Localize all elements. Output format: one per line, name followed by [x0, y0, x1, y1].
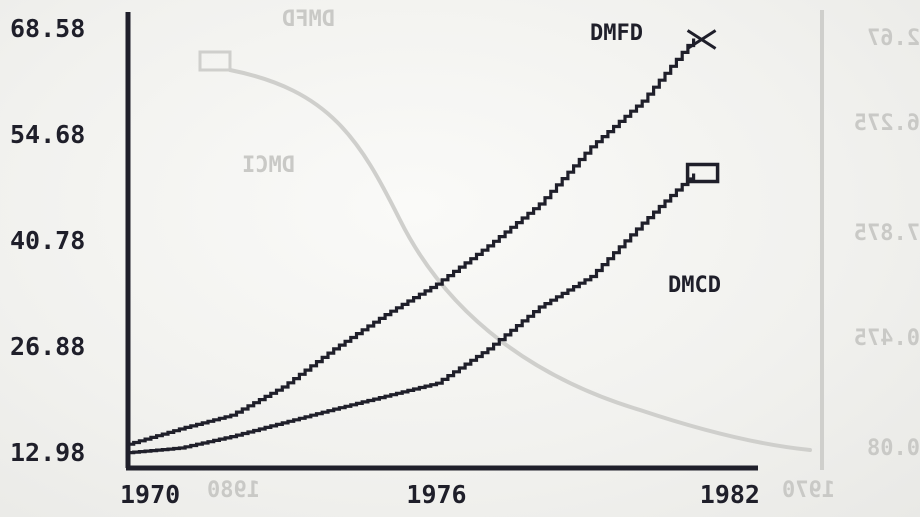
- bleed-bottom-tick-1: 1970: [782, 478, 835, 503]
- bleed-curve: [228, 68, 812, 452]
- bleed-bottom-tick-0: 1980: [207, 478, 260, 503]
- series-label-dmfd: DMFD: [590, 21, 643, 46]
- series-dmcd: DMCD: [128, 162, 721, 455]
- bleed-right-tick-0: 2.67: [867, 26, 920, 51]
- series: DMFD DMCD: [128, 21, 721, 455]
- x-tick-1970: 1970: [120, 480, 180, 509]
- y-tick-26-88: 26.88: [10, 332, 85, 361]
- series-marker-dmcd: [685, 162, 720, 184]
- bleed-right-tick-2: 7.875: [854, 221, 920, 246]
- series-line-dmfd: [128, 38, 696, 446]
- series-marker-dmfd: [686, 29, 717, 50]
- bleed-right-tick-3: 0.475: [854, 326, 920, 351]
- series-dmfd: DMFD: [128, 21, 717, 446]
- series-line-dmcd: [128, 173, 696, 455]
- bleed-label-dmci: DMCI: [242, 153, 295, 178]
- x-tick-1976: 1976: [406, 480, 466, 509]
- x-tick-1982: 1982: [700, 480, 760, 509]
- tick-labels: 12.98 26.88 40.78 54.68 68.58 1970 1976 1982: [10, 14, 760, 509]
- bleed-square-marker: [198, 50, 232, 72]
- bleed-right-tick-4: 0.08: [867, 436, 920, 461]
- axes: [125, 12, 758, 471]
- y-tick-40-78: 40.78: [10, 226, 85, 255]
- bleed-label-dmfd: DMFD: [282, 7, 335, 32]
- bleed-right-tick-1: 6.275: [854, 111, 920, 136]
- bleed-through-layer: DMFD DMCI 2.67 6.275 7.875 0.475 0.08 1980 1970: [198, 7, 920, 503]
- y-tick-54-68: 54.68: [10, 120, 85, 149]
- y-tick-12-98: 12.98: [10, 438, 85, 467]
- series-label-dmcd: DMCD: [668, 273, 721, 298]
- y-tick-68-58: 68.58: [10, 14, 85, 43]
